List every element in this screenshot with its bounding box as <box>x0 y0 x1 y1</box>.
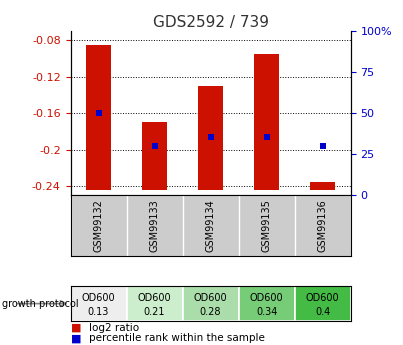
Bar <box>127 286 183 321</box>
Text: GSM99135: GSM99135 <box>262 199 272 252</box>
Text: 0.4: 0.4 <box>315 307 330 317</box>
Text: log2 ratio: log2 ratio <box>89 323 139 333</box>
Bar <box>86 45 111 190</box>
Text: OD600: OD600 <box>138 294 171 303</box>
Text: percentile rank within the sample: percentile rank within the sample <box>89 333 264 343</box>
Text: OD600: OD600 <box>250 294 283 303</box>
Bar <box>142 122 167 190</box>
Text: 0.34: 0.34 <box>256 307 277 317</box>
Bar <box>295 286 351 321</box>
Text: GSM99132: GSM99132 <box>93 199 104 252</box>
Bar <box>183 286 239 321</box>
Text: 0.13: 0.13 <box>88 307 109 317</box>
Bar <box>71 286 127 321</box>
Text: OD600: OD600 <box>306 294 339 303</box>
Bar <box>254 54 279 190</box>
Text: 0.21: 0.21 <box>144 307 165 317</box>
Text: OD600: OD600 <box>194 294 227 303</box>
Text: ■: ■ <box>71 333 85 343</box>
Bar <box>239 286 295 321</box>
Text: GSM99134: GSM99134 <box>206 199 216 252</box>
Text: OD600: OD600 <box>82 294 115 303</box>
Title: GDS2592 / 739: GDS2592 / 739 <box>153 15 268 30</box>
Text: ■: ■ <box>71 323 85 333</box>
Bar <box>198 86 223 190</box>
Text: 0.28: 0.28 <box>200 307 221 317</box>
Text: GSM99136: GSM99136 <box>318 199 328 252</box>
Bar <box>310 183 335 190</box>
Text: GSM99133: GSM99133 <box>150 199 160 252</box>
Text: growth protocol: growth protocol <box>2 299 79 308</box>
